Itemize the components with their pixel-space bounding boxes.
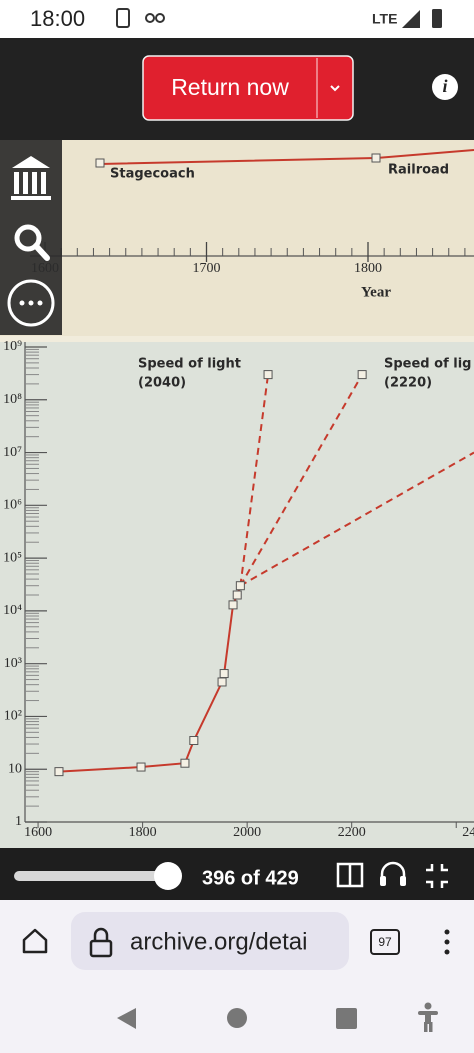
y-tick-label: 10⁶ <box>3 498 22 513</box>
home-button[interactable] <box>22 928 48 954</box>
status-bar <box>0 0 474 38</box>
point-marker <box>136 762 146 772</box>
lock-icon <box>93 927 109 941</box>
upper-chart: Stagecoach Railroad Year 160017001800 <box>30 149 474 300</box>
point-marker <box>54 767 64 777</box>
y-tick-label: 10⁵ <box>3 550 22 565</box>
accessibility-button[interactable] <box>418 1002 438 1033</box>
y-tick-label: 10⁷ <box>3 445 22 460</box>
signal-icon <box>402 10 420 28</box>
more-dot <box>28 300 34 306</box>
tab-count[interactable]: 97 <box>378 935 392 949</box>
point-marker <box>371 153 381 163</box>
annotation: Speed of light <box>138 357 241 372</box>
annotation: (2220) <box>384 376 432 391</box>
tabs-button[interactable] <box>370 929 400 955</box>
annotation: Speed of lig <box>384 357 471 372</box>
fullscreen-button[interactable] <box>426 864 448 888</box>
info-icon[interactable]: i <box>442 76 447 96</box>
x-tick-label: 1800 <box>129 825 157 840</box>
notification-icon <box>116 8 130 28</box>
x-tick-label: 2200 <box>338 825 366 840</box>
battery-icon <box>432 9 442 28</box>
point-marker <box>219 669 229 679</box>
point-marker <box>180 758 190 768</box>
book-page: Stagecoach Railroad Year 160017001800 11… <box>0 140 474 848</box>
annotation: (2040) <box>138 376 186 391</box>
clock: 18:00 <box>30 6 85 31</box>
y-tick-label: 10⁸ <box>3 392 22 407</box>
y-tick-label: 10² <box>4 709 22 724</box>
home-nav-button[interactable] <box>227 1008 247 1028</box>
search-icon[interactable] <box>33 243 50 261</box>
network-type: LTE <box>372 11 397 27</box>
recents-button[interactable] <box>336 1008 357 1029</box>
point-marker <box>228 600 238 610</box>
annotation: Stagecoach <box>110 167 195 182</box>
library-icon[interactable] <box>11 156 51 200</box>
point-marker <box>189 736 199 746</box>
more-dot <box>37 300 43 306</box>
y-tick-label: 10⁴ <box>3 603 22 618</box>
y-tick-label: 1 <box>15 814 22 829</box>
point-marker <box>357 370 367 380</box>
point-marker <box>95 158 105 168</box>
more-dot <box>19 300 25 306</box>
read-aloud-button[interactable] <box>380 861 406 884</box>
x-axis-title: Year <box>361 284 391 300</box>
return-button-label[interactable]: Return now <box>171 74 289 100</box>
menu-button[interactable] <box>444 949 450 955</box>
annotation: Railroad <box>388 163 449 178</box>
x-tick-label: 24 <box>462 825 474 840</box>
page-indicator: 396 of 429 <box>202 867 299 889</box>
info-button[interactable] <box>432 74 458 100</box>
y-tick-label: 10 <box>8 761 22 776</box>
read-aloud-button <box>400 876 406 886</box>
x-tick-label: 1800 <box>354 261 382 276</box>
upper-chart-background <box>0 140 474 340</box>
page-slider[interactable] <box>14 871 170 881</box>
voicemail-icon <box>155 13 165 23</box>
lock-icon <box>89 939 113 958</box>
x-tick-label: 1700 <box>193 261 221 276</box>
x-tick-label: 2000 <box>233 825 261 840</box>
y-tick-label: 10⁹ <box>3 339 22 354</box>
y-tick-label: 10³ <box>4 656 22 671</box>
point-marker <box>232 590 242 600</box>
dropdown-chevron[interactable] <box>330 85 340 92</box>
back-button[interactable] <box>117 1008 136 1029</box>
url-text[interactable]: archive.org/detai <box>130 928 307 955</box>
slider-knob[interactable] <box>154 862 182 890</box>
more-button[interactable] <box>7 279 55 327</box>
menu-button[interactable] <box>444 939 450 945</box>
lower-chart: 1 10 10² 10³ 10⁴ 10⁵ 10⁶ 10⁷ 10⁸ 10⁹ 1600 1800 2000 2… <box>3 339 474 840</box>
point-marker <box>217 677 227 687</box>
url-bar[interactable] <box>71 912 349 970</box>
read-aloud-button <box>380 876 386 886</box>
point-marker <box>263 370 273 380</box>
x-tick-label: 1600 <box>24 825 52 840</box>
series-line <box>239 374 364 587</box>
search-icon[interactable] <box>14 224 42 252</box>
return-button[interactable] <box>142 55 354 121</box>
voicemail-icon <box>145 13 155 23</box>
point-marker <box>235 581 245 591</box>
menu-button[interactable] <box>444 929 450 935</box>
series-line <box>239 451 474 587</box>
